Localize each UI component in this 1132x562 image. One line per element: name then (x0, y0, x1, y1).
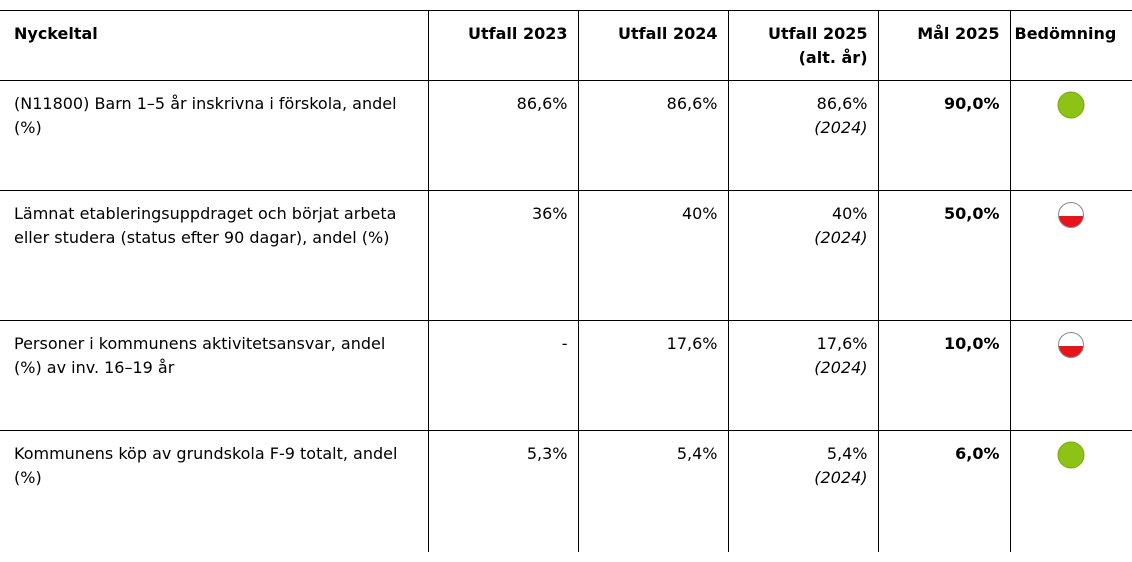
header-row: Nyckeltal Utfall 2023 Utfall 2024 Utfall… (0, 10, 1132, 81)
header-cell: Utfall 2024 (577, 10, 728, 81)
alt-year: (2024) (814, 228, 868, 247)
kpi-name: (N11800) Barn 1–5 år inskrivna i förskol… (0, 80, 428, 191)
header-cell: Nyckeltal (0, 10, 428, 81)
status-icon (1057, 91, 1085, 119)
value-cell: 5,4% (2024) (727, 430, 878, 552)
kpi-table: Nyckeltal Utfall 2023 Utfall 2024 Utfall… (0, 10, 1132, 552)
status-cell (1009, 80, 1132, 191)
status-cell (1009, 430, 1132, 552)
data-row: Kommunens köp av grundskola F-9 totalt, … (0, 430, 1132, 552)
status-icon (1058, 202, 1085, 228)
value-cell: 5,4% (577, 430, 728, 552)
value-cell: 17,6% (2024) (727, 320, 878, 431)
header-cell: Utfall 2025 (alt. år) (727, 10, 878, 81)
value-cell: - (427, 320, 578, 431)
data-row: Lämnat etableringsuppdraget och börjat a… (0, 190, 1132, 321)
data-row: Personer i kommunens aktivitetsansvar, a… (0, 320, 1132, 431)
alt-year: (2024) (814, 118, 868, 137)
status-cell (1009, 190, 1132, 321)
kpi-name: Lämnat etableringsuppdraget och börjat a… (0, 190, 428, 321)
value-cell: 40% (577, 190, 728, 321)
value-text: 17,6% (816, 334, 868, 353)
value-cell: 86,6% (427, 80, 578, 191)
data-row: (N11800) Barn 1–5 år inskrivna i förskol… (0, 80, 1132, 191)
kpi-name: Kommunens köp av grundskola F-9 totalt, … (0, 430, 428, 552)
alt-year: (2024) (814, 468, 868, 487)
alt-year: (2024) (814, 358, 868, 377)
status-cell (1009, 320, 1132, 431)
value-cell: 86,6% (577, 80, 728, 191)
header-sub: (alt. år) (798, 48, 868, 67)
goal-cell: 50,0% (877, 190, 1010, 321)
header-cell: Bedömning (1009, 10, 1132, 81)
value-cell: 5,3% (427, 430, 578, 552)
value-cell: 36% (427, 190, 578, 321)
value-cell: 17,6% (577, 320, 728, 431)
kpi-name: Personer i kommunens aktivitetsansvar, a… (0, 320, 428, 431)
header-cell: Mål 2025 (877, 10, 1010, 81)
status-icon (1057, 441, 1085, 469)
value-cell: 86,6% (2024) (727, 80, 878, 191)
goal-cell: 90,0% (877, 80, 1010, 191)
header-text: Utfall 2025 (768, 24, 868, 43)
value-text: 86,6% (816, 94, 868, 113)
header-cell: Utfall 2023 (427, 10, 578, 81)
value-cell: 40% (2024) (727, 190, 878, 321)
value-text: 40% (831, 204, 868, 223)
value-text: 5,4% (826, 444, 868, 463)
page: Nyckeltal Utfall 2023 Utfall 2024 Utfall… (0, 10, 1132, 562)
status-icon (1058, 332, 1085, 358)
goal-cell: 6,0% (877, 430, 1010, 552)
goal-cell: 10,0% (877, 320, 1010, 431)
